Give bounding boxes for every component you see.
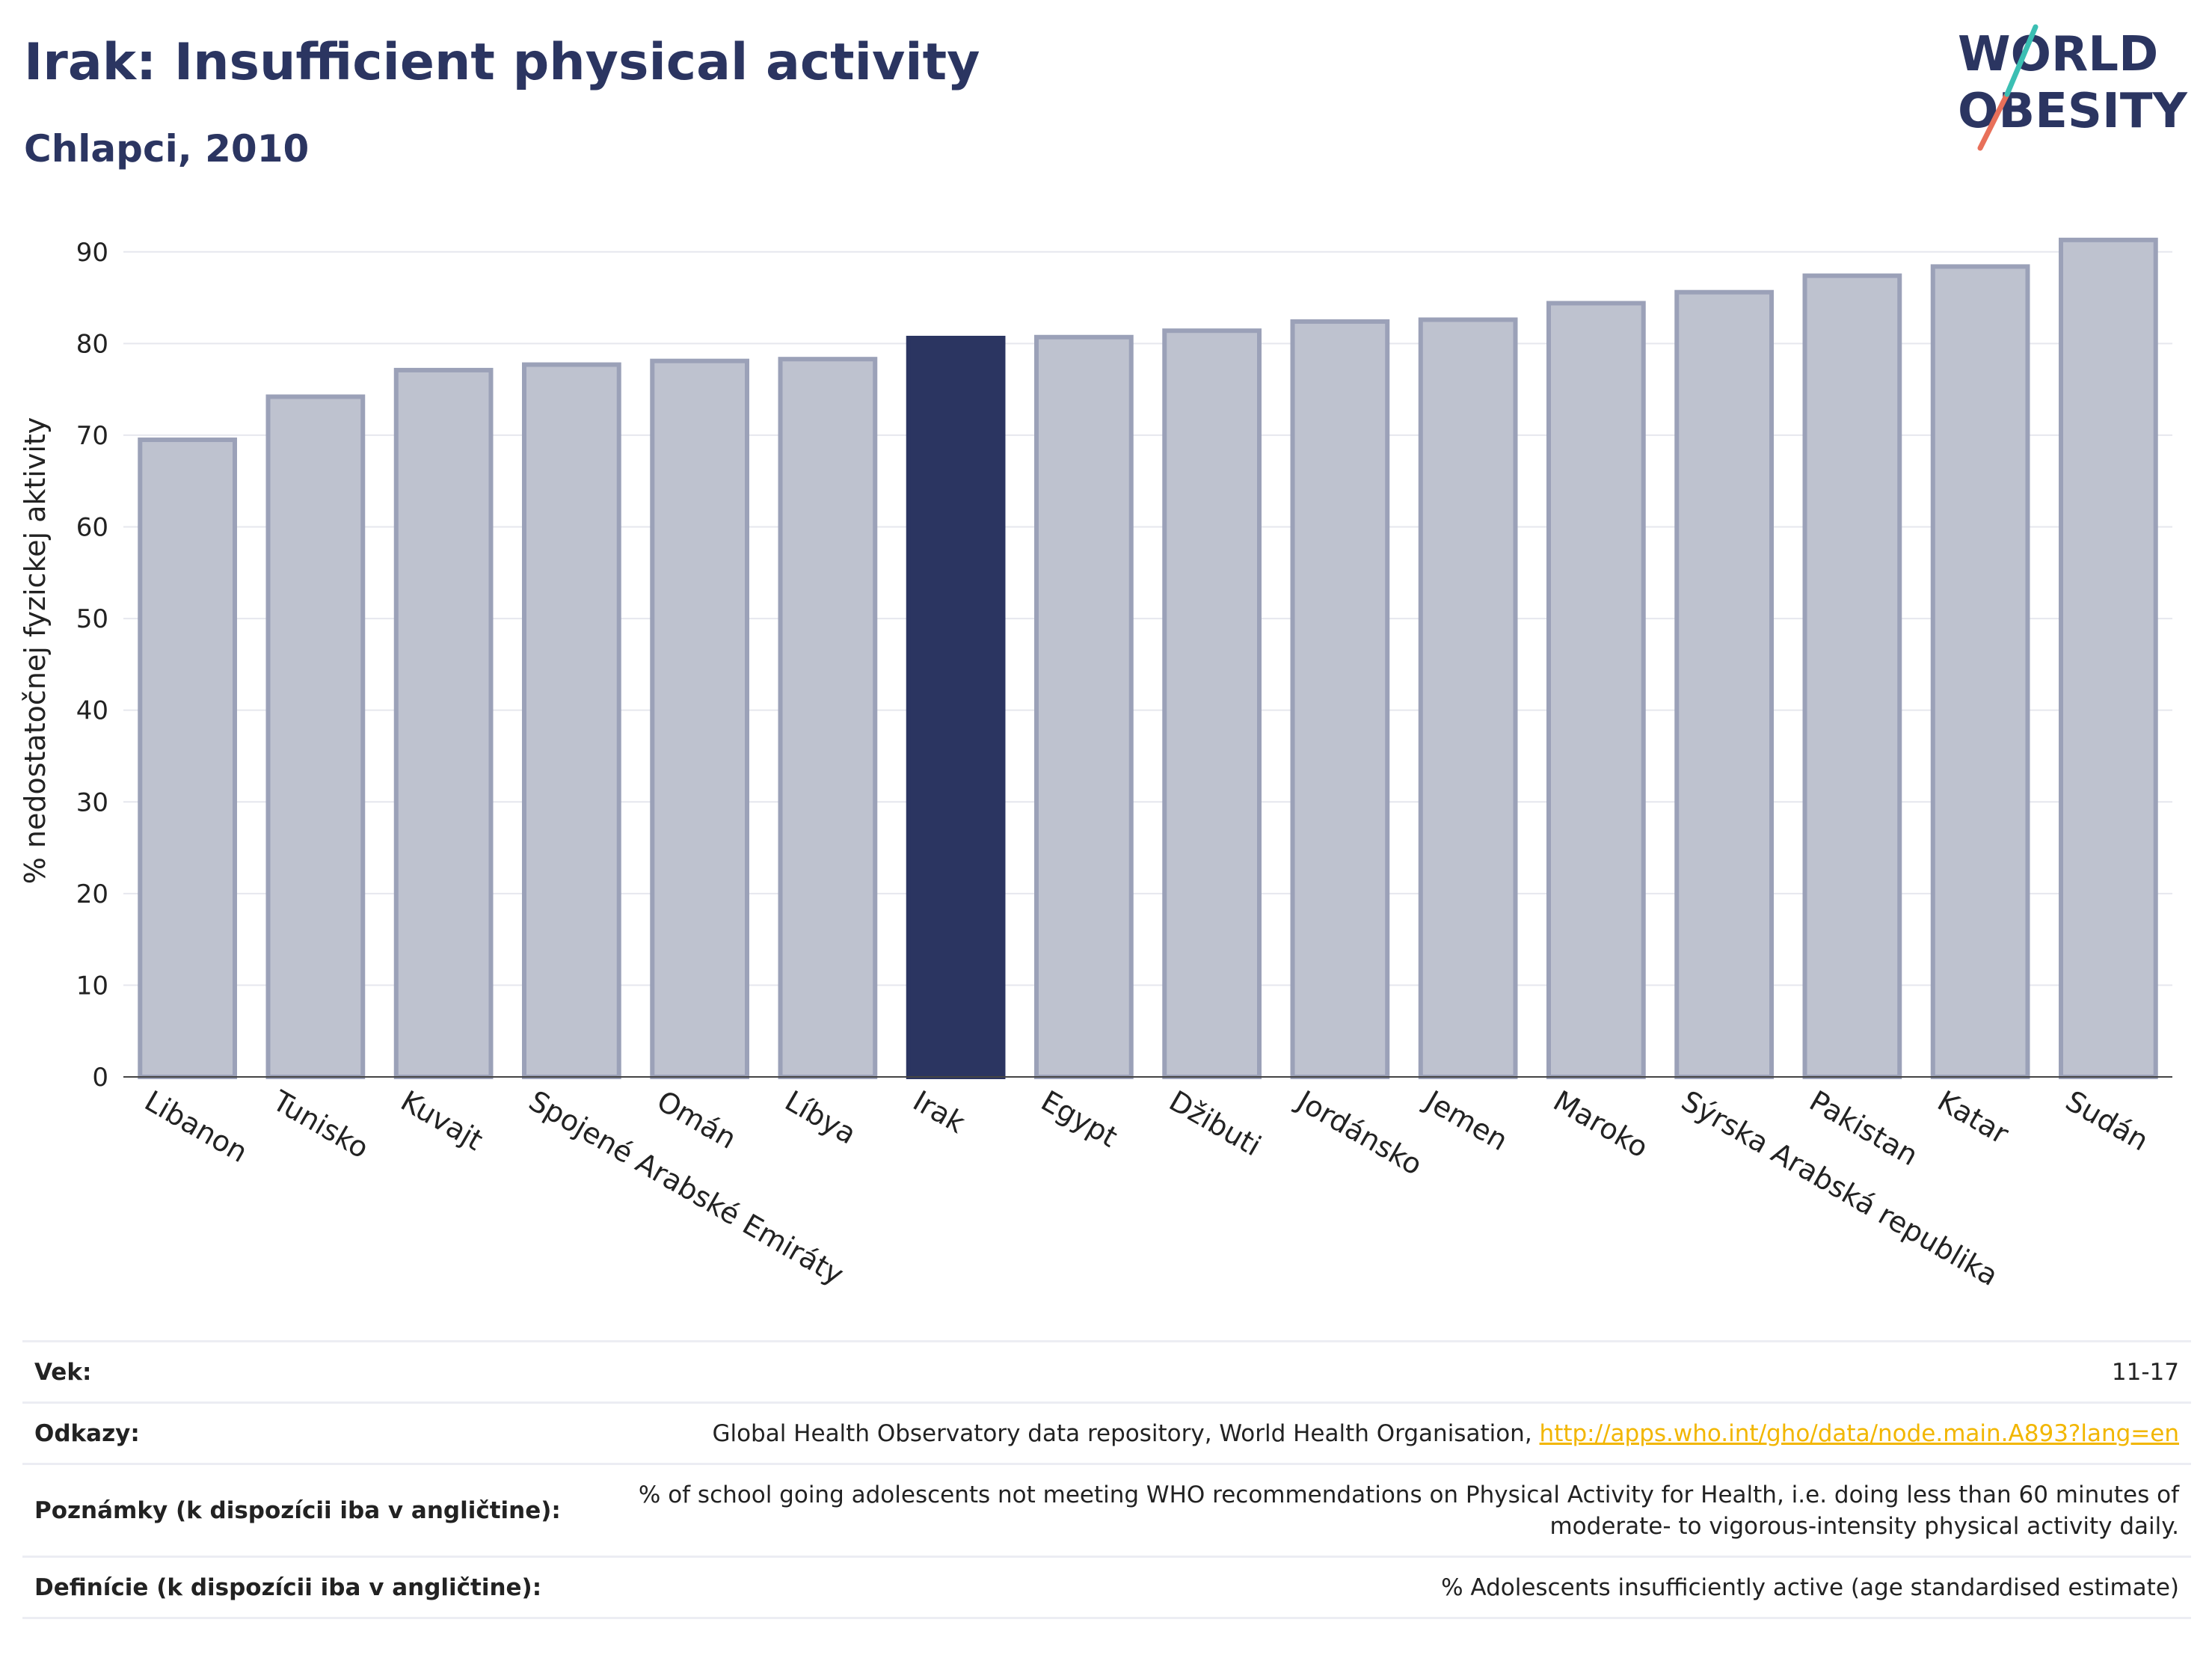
logo-line-1: WORLD [1958,27,2158,82]
bar-2 [393,367,494,1080]
x-tick-label: Irak [908,1084,971,1140]
x-tick-label: Libanon [139,1084,253,1169]
bar-14 [1930,264,2030,1079]
y-tick-label: 50 [76,604,108,634]
y-tick-label: 40 [76,696,108,726]
meta-label-notes: Poznámky (k dispozícii iba v angličtine)… [34,1496,561,1524]
meta-value-references: Global Health Observatory data repositor… [615,1403,2191,1464]
logo-slash-red [1977,91,2010,151]
meta-label-definitions: Definície (k dispozícii iba v angličtine… [34,1573,542,1601]
bar-3 [522,362,621,1079]
y-axis-ticks: 0 10 20 30 40 50 60 70 80 90 [76,238,108,1093]
x-tick-label: Líbya [779,1084,861,1151]
logo-slash-teal [2004,24,2039,97]
x-tick-label: Maroko [1548,1084,1654,1164]
x-axis-labels: Libanon Tunisko Kuvajt Spojené Arabské Emir… [139,1084,2154,1292]
x-tick-label: Sudán [2060,1084,2154,1158]
bar-15 [2059,237,2158,1079]
y-tick-label: 80 [76,329,108,359]
bar-4 [650,358,749,1080]
y-axis-title: % nedostatočnej fyzickej aktivity [19,417,52,885]
chart-title: Irak: Insufficient physical activity [24,33,980,92]
y-tick-label: 70 [76,421,108,451]
x-tick-label: Jemen [1419,1084,1514,1158]
bar-chart: 0 10 20 30 40 50 60 70 80 90 Libanon Tunisko Kuvajt… [19,237,2172,1292]
meta-label-age: Vek: [34,1358,92,1386]
x-tick-label: Tunisko [267,1084,375,1165]
meta-row-notes: Poznámky (k dispozícii iba v angličtine)… [22,1464,2191,1557]
bar-8 [1162,328,1262,1079]
metadata-table: Vek: 11-17 Odkazy: Global Health Observa… [22,1340,2191,1619]
bar-0 [138,437,237,1079]
x-tick-label: Egypt [1036,1084,1123,1154]
bar-11 [1546,301,1646,1080]
world-obesity-logo: WORLD OBESITY [1958,24,2187,151]
chart-subtitle: Chlapci, 2010 [24,127,310,171]
y-tick-label: 30 [76,787,108,817]
meta-value-age: 11-17 [2111,1358,2179,1386]
bars [138,237,2158,1080]
x-tick-label: Omán [651,1084,742,1155]
y-tick-label: 90 [76,238,108,268]
bar-6 [906,336,1006,1079]
meta-row-definitions: Definície (k dispozícii iba v angličtine… [22,1556,2191,1618]
bar-13 [1802,273,1902,1080]
x-tick-label: Katar [1932,1084,2015,1151]
bar-10 [1418,317,1518,1079]
bar-1 [265,394,366,1079]
meta-row-age: Vek: 11-17 [22,1341,2191,1403]
bar-12 [1674,289,1774,1079]
reference-link[interactable]: http://apps.who.int/gho/data/node.main.A… [1539,1419,2179,1447]
y-tick-label: 60 [76,513,108,543]
reference-text: Global Health Observatory data repositor… [712,1419,1532,1447]
y-tick-label: 0 [92,1063,108,1093]
x-tick-label: Jordánsko [1291,1084,1428,1182]
bar-9 [1290,319,1390,1079]
bar-5 [778,357,878,1079]
meta-value-notes: % of school going adolescents not meetin… [638,1481,2179,1540]
meta-value-definitions: % Adolescents insufficiently active (age… [1441,1573,2179,1601]
y-tick-label: 20 [76,879,108,909]
bar-7 [1034,334,1134,1080]
y-tick-label: 10 [76,971,108,1001]
x-tick-label: Džibuti [1164,1084,1267,1163]
x-tick-label: Kuvajt [396,1084,488,1157]
meta-row-references: Odkazy: Global Health Observatory data r… [22,1402,2191,1464]
meta-label-references: Odkazy: [34,1419,140,1447]
